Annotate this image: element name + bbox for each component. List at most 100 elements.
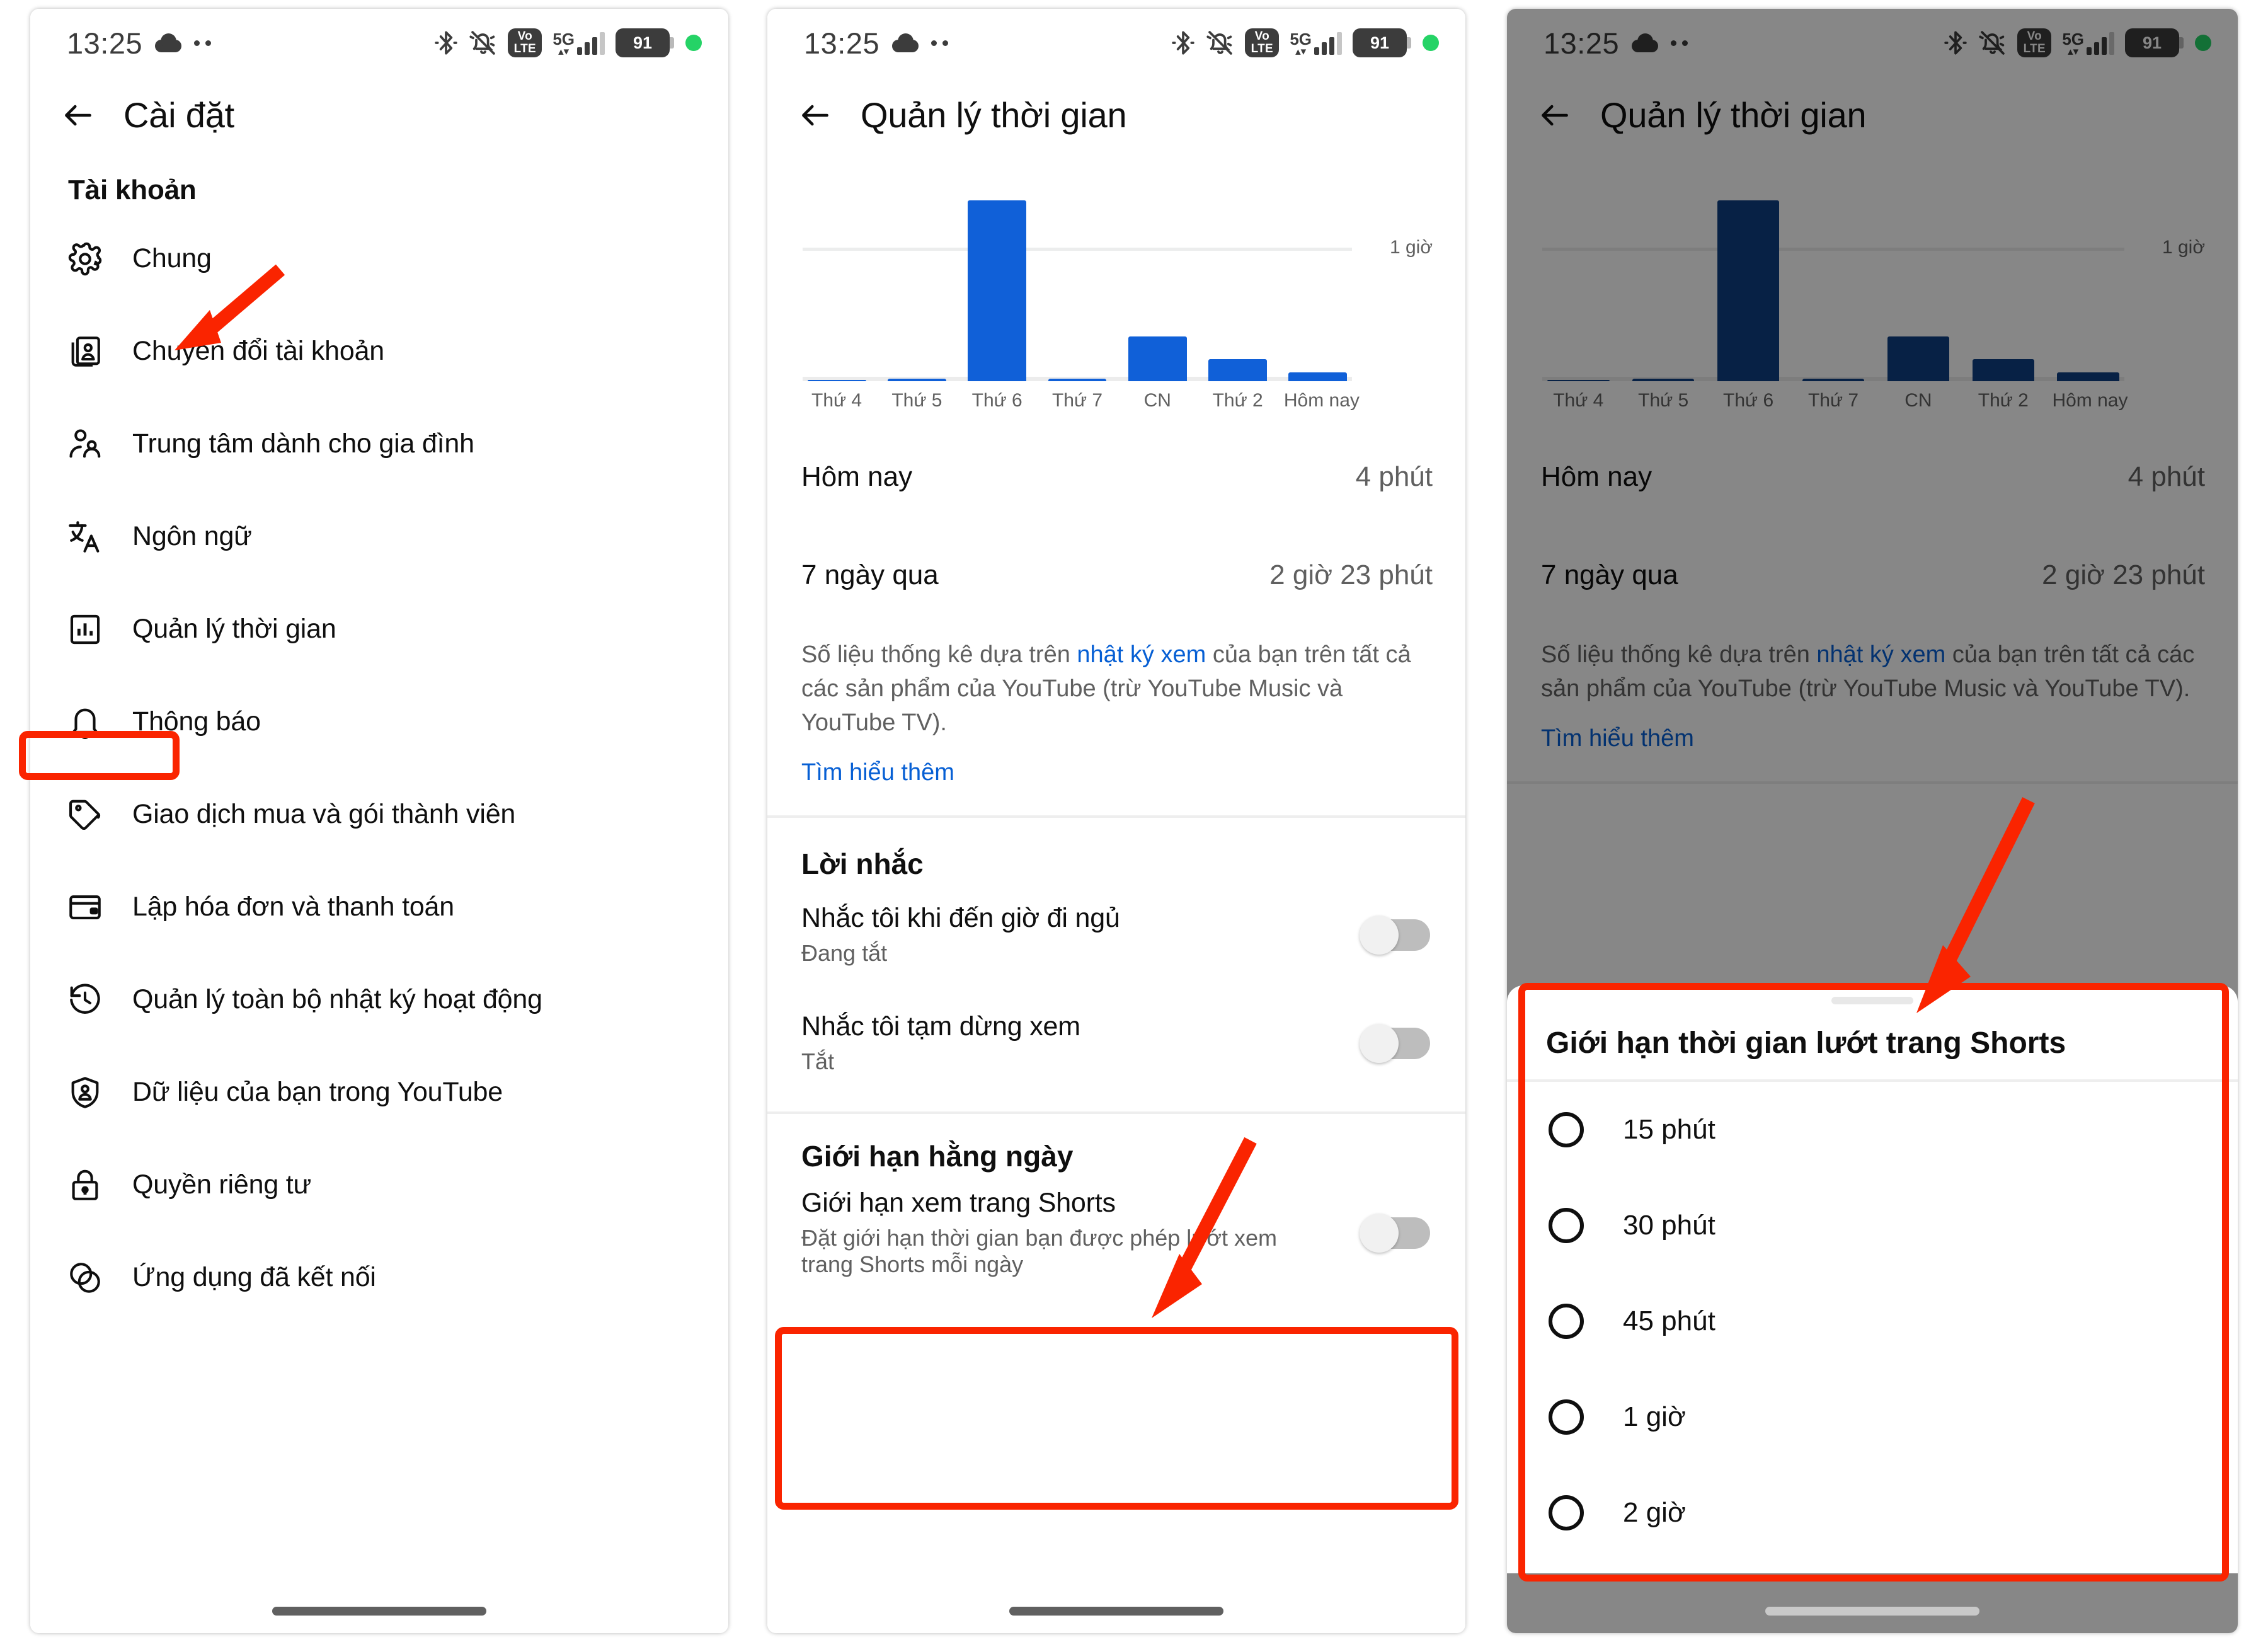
chart-x-label: Thứ 5	[1638, 390, 1689, 411]
option-15-phut[interactable]: 15 phút	[1507, 1082, 2238, 1178]
sidebar-item-language[interactable]: Ngôn ngữ	[30, 490, 728, 583]
sidebar-item-billing[interactable]: Lập hóa đơn và thanh toán	[30, 861, 728, 953]
sidebar-item-activity-log[interactable]: Quản lý toàn bộ nhật ký hoạt động	[30, 953, 728, 1046]
chart-bar	[1128, 336, 1187, 381]
app-bar: Quản lý thời gian	[1507, 77, 2238, 157]
chart-bar-column	[1204, 167, 1272, 381]
sheet-divider	[1507, 1079, 2238, 1082]
sidebar-item-notifications[interactable]: Thông báo	[30, 675, 728, 768]
sidebar-item-chung[interactable]: Chung	[30, 212, 728, 305]
radio-button-icon[interactable]	[1549, 1399, 1584, 1435]
radio-button-icon[interactable]	[1549, 1208, 1584, 1243]
sidebar-item-privacy[interactable]: Quyền riêng tư	[30, 1139, 728, 1231]
chart-bar-column	[1542, 167, 1615, 381]
phone-screen-settings: 13:25 Vo LTE	[30, 9, 728, 1633]
chart-bar	[1972, 359, 2035, 381]
chart-x-label: Thứ 7	[1807, 390, 1859, 411]
toggle-bedtime-reminder[interactable]	[1360, 915, 1430, 955]
sidebar-item-your-data[interactable]: Dữ liệu của bạn trong YouTube	[30, 1046, 728, 1139]
settings-list: Chung Chuyển đổi tài khoản	[30, 212, 728, 1324]
chart-bar-column	[883, 167, 951, 381]
status-bar: 13:25 Vo LTE	[767, 9, 1465, 77]
option-1-gio[interactable]: 1 giờ	[1507, 1369, 2238, 1465]
bell-icon	[72, 708, 98, 739]
reminder-bedtime-row[interactable]: Nhắc tôi khi đến giờ đi ngủ Đang tắt	[767, 881, 1465, 989]
chart-bar	[1802, 378, 1865, 381]
radio-button-icon[interactable]	[1549, 1112, 1584, 1147]
section-divider	[1507, 781, 2238, 784]
battery-icon: 91	[2125, 28, 2184, 57]
chart-bar-column	[1123, 167, 1191, 381]
sidebar-item-switch-account[interactable]: Chuyển đổi tài khoản	[30, 305, 728, 398]
watch-history-link[interactable]: nhật ký xem	[1077, 641, 1206, 668]
toggle-takeabreak-reminder[interactable]	[1360, 1023, 1430, 1063]
learn-more-link[interactable]: Tìm hiểu thêm	[801, 759, 954, 786]
section-divider	[767, 815, 1465, 818]
stat-label: 7 ngày qua	[801, 560, 939, 590]
stat-row-last-7-days: 7 ngày qua 2 giờ 23 phút	[767, 526, 1465, 624]
back-arrow-icon[interactable]	[1537, 98, 1572, 133]
sidebar-item-label: Ứng dụng đã kết nối	[132, 1262, 376, 1292]
status-time: 13:25	[804, 26, 880, 60]
bluetooth-icon	[1944, 31, 1967, 55]
reminder-state: Đang tắt	[801, 940, 888, 967]
radio-button-icon[interactable]	[1549, 1495, 1584, 1530]
chart-bar-column	[963, 167, 1031, 381]
shorts-limit-bottom-sheet: Giới hạn thời gian lướt trang Shorts 15 …	[1507, 985, 2238, 1573]
bar-chart-icon	[70, 614, 100, 644]
app-bar: Quản lý thời gian	[767, 77, 1465, 157]
page-title: Quản lý thời gian	[1600, 95, 1867, 135]
sidebar-item-connected-apps[interactable]: Ứng dụng đã kết nối	[30, 1231, 728, 1324]
chart-bar-column	[1043, 167, 1111, 381]
reminder-title: Nhắc tôi tạm dừng xem	[801, 1011, 1080, 1042]
more-dots-icon	[194, 40, 212, 46]
sidebar-item-purchases[interactable]: Giao dịch mua và gói thành viên	[30, 768, 728, 861]
learn-more-link[interactable]: Tìm hiểu thêm	[1541, 725, 1694, 752]
sheet-drag-handle[interactable]	[1831, 997, 1913, 1004]
chart-x-label: Thứ 6	[1723, 390, 1774, 411]
back-arrow-icon[interactable]	[60, 98, 96, 133]
toggle-shorts-limit[interactable]	[1360, 1213, 1430, 1253]
chart-bar-column	[803, 167, 871, 381]
sidebar-item-label: Trung tâm dành cho gia đình	[132, 428, 474, 459]
chart-gridline-label: 1 giờ	[1389, 236, 1433, 258]
shorts-limit-row[interactable]: Giới hạn xem trang Shorts Đặt giới hạn t…	[767, 1173, 1465, 1282]
back-arrow-icon[interactable]	[798, 98, 833, 133]
home-indicator	[1765, 1607, 1979, 1616]
option-30-phut[interactable]: 30 phút	[1507, 1178, 2238, 1273]
option-2-gio[interactable]: 2 giờ	[1507, 1465, 2238, 1561]
reminder-takeabreak-row[interactable]: Nhắc tôi tạm dừng xem Tắt	[767, 989, 1465, 1098]
stat-row-last-7-days: 7 ngày qua 2 giờ 23 phút	[1507, 526, 2238, 624]
battery-icon: 91	[616, 28, 674, 57]
bluetooth-icon	[1172, 31, 1194, 55]
usage-bar-chart: 1 giờ Thứ 4 Thứ 5 Thứ 6 Thứ 7 CN Thứ 2 Hôm nay	[1507, 157, 2238, 428]
stats-description: Số liệu thống kê dựa trên nhật ký xem củ…	[1541, 641, 2195, 702]
shield-person-icon	[71, 1076, 99, 1108]
volte-icon: Vo LTE	[1245, 28, 1280, 57]
chart-bar-column	[2052, 167, 2124, 381]
chart-x-label: Hôm nay	[2052, 390, 2128, 411]
sidebar-item-time-management[interactable]: Quản lý thời gian	[30, 583, 728, 675]
option-label: 30 phút	[1623, 1210, 1715, 1241]
signal-bars-icon: 5G ▴▾	[2062, 31, 2114, 57]
chart-x-label: Thứ 2	[1212, 390, 1263, 411]
stat-value: 2 giờ 23 phút	[2042, 560, 2205, 590]
phone-screen-shorts-limit-dialog: 13:25 Vo LTE	[1507, 9, 2238, 1633]
mute-bell-icon	[1979, 31, 2005, 55]
family-icon	[69, 428, 101, 457]
bluetooth-icon	[435, 31, 457, 55]
status-bar: 13:25 Vo LTE	[30, 9, 728, 77]
stat-label: 7 ngày qua	[1541, 560, 1678, 590]
chart-bar	[807, 380, 866, 381]
option-45-phut[interactable]: 45 phút	[1507, 1273, 2238, 1369]
chart-x-label: Hôm nay	[1283, 390, 1360, 411]
watch-history-link[interactable]: nhật ký xem	[1816, 641, 1946, 668]
chart-bar	[1717, 200, 1780, 381]
radio-button-icon[interactable]	[1549, 1304, 1584, 1339]
app-bar: Cài đặt	[30, 77, 728, 157]
sidebar-item-family-center[interactable]: Trung tâm dành cho gia đình	[30, 398, 728, 490]
chart-bar	[1288, 372, 1348, 381]
cloud-icon	[1632, 33, 1659, 52]
sidebar-item-label: Quản lý thời gian	[132, 614, 336, 644]
